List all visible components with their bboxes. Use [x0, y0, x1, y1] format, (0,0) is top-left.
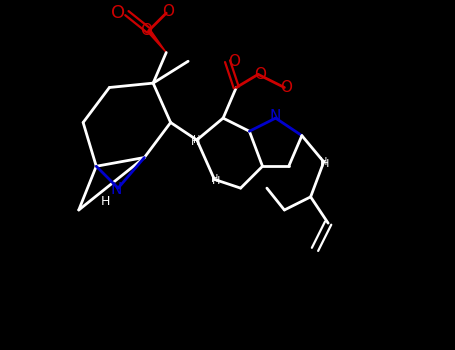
Text: H: H	[191, 137, 199, 147]
Text: H: H	[193, 135, 201, 145]
Polygon shape	[147, 29, 166, 52]
Text: O: O	[162, 4, 174, 19]
Text: O: O	[140, 23, 152, 38]
Text: H: H	[212, 176, 220, 186]
Text: N: N	[270, 109, 281, 124]
Text: H: H	[211, 174, 218, 184]
Text: H: H	[100, 195, 110, 208]
Text: O: O	[280, 80, 292, 95]
Text: H: H	[321, 159, 330, 169]
Text: O: O	[111, 4, 125, 22]
Text: N: N	[111, 182, 122, 197]
Text: O: O	[254, 67, 266, 82]
Text: H: H	[320, 157, 328, 167]
Text: O: O	[228, 54, 240, 69]
